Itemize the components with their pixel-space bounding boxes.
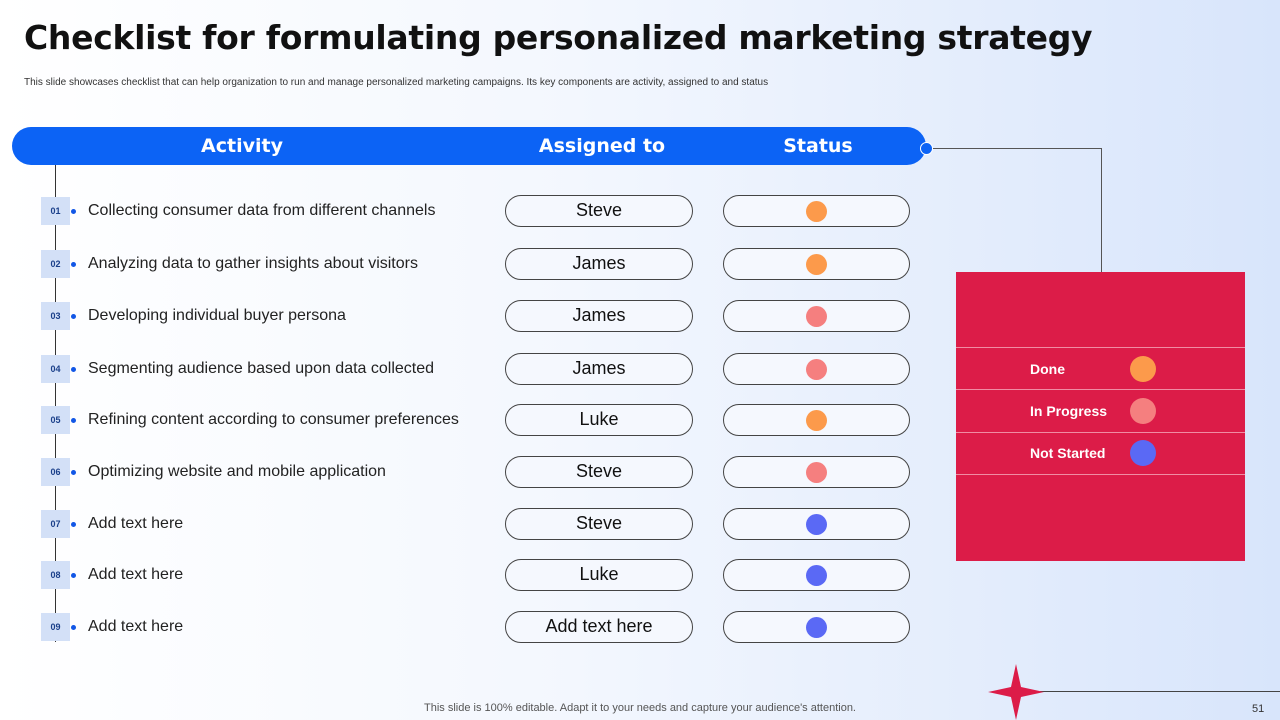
row-number: 06 bbox=[41, 458, 70, 486]
status-pill bbox=[723, 195, 910, 227]
legend-divider bbox=[956, 347, 1245, 348]
legend-label: Not Started bbox=[1030, 445, 1106, 461]
activity-text: Analyzing data to gather insights about … bbox=[88, 255, 418, 272]
table-row: 04 Segmenting audience based upon data co… bbox=[0, 349, 940, 389]
status-pill bbox=[723, 611, 910, 643]
status-dot bbox=[806, 565, 827, 586]
table-row: 06 Optimizing website and mobile applicat… bbox=[0, 452, 940, 492]
activity-text: Add text here bbox=[88, 515, 184, 532]
legend-label: Done bbox=[1030, 361, 1065, 377]
legend-color-dot bbox=[1130, 440, 1156, 466]
status-pill bbox=[723, 353, 910, 385]
status-pill bbox=[723, 248, 910, 280]
legend-divider bbox=[956, 474, 1245, 475]
bullet-icon bbox=[71, 625, 76, 630]
table-row: 01 Collecting consumer data from differen… bbox=[0, 191, 940, 231]
slide-subtitle: This slide showcases checklist that can … bbox=[24, 77, 769, 88]
activity-text: Developing individual buyer persona bbox=[88, 307, 346, 324]
bullet-icon bbox=[71, 262, 76, 267]
connector-line-horizontal bbox=[933, 148, 1102, 149]
assigned-to-pill: Steve bbox=[505, 195, 693, 227]
activity-text: Add text here bbox=[88, 618, 184, 635]
status-dot bbox=[806, 254, 827, 275]
four-point-star-icon bbox=[988, 664, 1044, 720]
footer-note: This slide is 100% editable. Adapt it to… bbox=[424, 702, 856, 714]
legend-divider bbox=[956, 432, 1245, 433]
status-dot bbox=[806, 514, 827, 535]
header-activity: Activity bbox=[201, 135, 283, 157]
table-row: 08 Add text here Luke bbox=[0, 555, 940, 595]
activity-text: Add text here bbox=[88, 566, 184, 583]
status-pill bbox=[723, 300, 910, 332]
timeline-vertical-line bbox=[55, 165, 56, 642]
legend-item-in-progress: In Progress bbox=[956, 390, 1245, 432]
bullet-icon bbox=[71, 314, 76, 319]
assigned-to-pill: James bbox=[505, 300, 693, 332]
row-number: 01 bbox=[41, 197, 70, 225]
connector-dot bbox=[920, 142, 933, 155]
table-row: 03 Developing individual buyer persona Jam… bbox=[0, 296, 940, 336]
assigned-to-pill: Luke bbox=[505, 404, 693, 436]
legend-divider bbox=[956, 389, 1245, 390]
table-row: 07 Add text here Steve bbox=[0, 504, 940, 544]
legend-label: In Progress bbox=[1030, 403, 1108, 419]
row-number: 07 bbox=[41, 510, 70, 538]
bullet-icon bbox=[71, 522, 76, 527]
connector-line-vertical bbox=[1101, 148, 1102, 273]
status-pill bbox=[723, 559, 910, 591]
footer-line bbox=[1040, 691, 1280, 692]
row-number: 09 bbox=[41, 613, 70, 641]
table-header-bar: Activity Assigned to Status bbox=[12, 127, 926, 165]
status-pill bbox=[723, 456, 910, 488]
assigned-to-pill: Steve bbox=[505, 456, 693, 488]
legend-color-dot bbox=[1130, 398, 1156, 424]
table-row: 02 Analyzing data to gather insights abou… bbox=[0, 244, 940, 284]
slide-title: Checklist for formulating personalized m… bbox=[24, 18, 1093, 57]
row-number: 02 bbox=[41, 250, 70, 278]
row-number: 04 bbox=[41, 355, 70, 383]
table-row: 09 Add text here Add text here bbox=[0, 607, 940, 647]
activity-text: Optimizing website and mobile applicatio… bbox=[88, 463, 386, 480]
bullet-icon bbox=[71, 209, 76, 214]
assigned-to-pill: Steve bbox=[505, 508, 693, 540]
row-number: 03 bbox=[41, 302, 70, 330]
bullet-icon bbox=[71, 367, 76, 372]
status-pill bbox=[723, 404, 910, 436]
status-dot bbox=[806, 410, 827, 431]
header-status: Status bbox=[783, 135, 853, 157]
activity-text: Segmenting audience based upon data coll… bbox=[88, 360, 435, 377]
row-number: 05 bbox=[41, 406, 70, 434]
header-assigned-to: Assigned to bbox=[538, 135, 666, 157]
legend-item-done: Done bbox=[956, 348, 1245, 390]
page-number: 51 bbox=[1252, 703, 1265, 715]
bullet-icon bbox=[71, 573, 76, 578]
bullet-icon bbox=[71, 470, 76, 475]
status-dot bbox=[806, 462, 827, 483]
legend-item-not-started: Not Started bbox=[956, 432, 1245, 474]
status-pill bbox=[723, 508, 910, 540]
assigned-to-pill: James bbox=[505, 248, 693, 280]
status-dot bbox=[806, 617, 827, 638]
table-row: 05 Refining content according to consumer… bbox=[0, 400, 940, 440]
status-dot bbox=[806, 359, 827, 380]
bullet-icon bbox=[71, 418, 76, 423]
status-legend: Done In Progress Not Started bbox=[956, 272, 1245, 561]
legend-color-dot bbox=[1130, 356, 1156, 382]
assigned-to-pill: James bbox=[505, 353, 693, 385]
assigned-to-pill: Add text here bbox=[505, 611, 693, 643]
activity-text: Collecting consumer data from different … bbox=[88, 202, 436, 219]
activity-text: Refining content according to consumer p… bbox=[88, 411, 459, 428]
status-dot bbox=[806, 306, 827, 327]
assigned-to-pill: Luke bbox=[505, 559, 693, 591]
row-number: 08 bbox=[41, 561, 70, 589]
status-dot bbox=[806, 201, 827, 222]
